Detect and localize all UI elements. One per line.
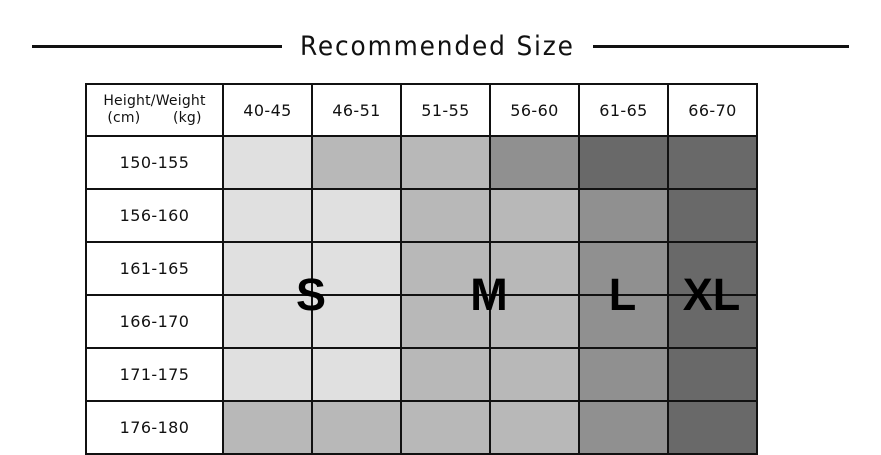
size-cell bbox=[489, 241, 580, 296]
weight-column-header: 51-55 bbox=[400, 83, 491, 137]
size-cell bbox=[578, 135, 669, 190]
size-cell bbox=[222, 294, 313, 349]
table-row: 161-165 bbox=[85, 241, 758, 296]
size-cell bbox=[311, 135, 402, 190]
size-cell bbox=[578, 241, 669, 296]
title-rule-right bbox=[592, 44, 849, 48]
size-cell bbox=[400, 241, 491, 296]
size-cell bbox=[222, 135, 313, 190]
size-cell bbox=[578, 188, 669, 243]
height-row-header: 150-155 bbox=[85, 135, 224, 190]
size-cell bbox=[222, 241, 313, 296]
height-row-header: 176-180 bbox=[85, 400, 224, 455]
size-cell bbox=[311, 188, 402, 243]
size-cell bbox=[400, 400, 491, 455]
weight-column-header: 56-60 bbox=[489, 83, 580, 137]
size-cell bbox=[489, 188, 580, 243]
page-title-bar: Recommended Size bbox=[0, 26, 881, 66]
corner-header-line-1: Height/Weight bbox=[103, 92, 206, 109]
table-row: 171-175 bbox=[85, 347, 758, 402]
table-row: 150-155 bbox=[85, 135, 758, 190]
size-cell bbox=[400, 135, 491, 190]
size-cell bbox=[400, 347, 491, 402]
size-cell bbox=[667, 241, 758, 296]
size-cell bbox=[489, 135, 580, 190]
size-cell bbox=[400, 188, 491, 243]
size-cell bbox=[222, 400, 313, 455]
size-cell bbox=[222, 188, 313, 243]
recommended-size-table: Height/Weight (cm) (kg) 40-45 46-51 51-5… bbox=[85, 83, 758, 455]
size-cell bbox=[578, 400, 669, 455]
table-row: 156-160 bbox=[85, 188, 758, 243]
page-title: Recommended Size bbox=[300, 30, 575, 62]
size-chart-container: Height/Weight (cm) (kg) 40-45 46-51 51-5… bbox=[85, 83, 758, 455]
size-cell bbox=[489, 294, 580, 349]
size-cell bbox=[311, 241, 402, 296]
weight-column-header: 46-51 bbox=[311, 83, 402, 137]
table-row: 176-180 bbox=[85, 400, 758, 455]
size-cell bbox=[578, 347, 669, 402]
size-cell bbox=[311, 400, 402, 455]
size-cell bbox=[400, 294, 491, 349]
size-cell bbox=[489, 400, 580, 455]
size-cell bbox=[311, 347, 402, 402]
size-cell bbox=[667, 135, 758, 190]
height-row-header: 171-175 bbox=[85, 347, 224, 402]
weight-column-header: 40-45 bbox=[222, 83, 313, 137]
size-cell bbox=[222, 347, 313, 402]
size-cell bbox=[667, 400, 758, 455]
size-cell bbox=[667, 188, 758, 243]
table-row: 166-170 bbox=[85, 294, 758, 349]
height-row-header: 161-165 bbox=[85, 241, 224, 296]
size-cell bbox=[489, 347, 580, 402]
weight-column-header: 66-70 bbox=[667, 83, 758, 137]
size-cell bbox=[578, 294, 669, 349]
size-cell bbox=[311, 294, 402, 349]
height-row-header: 156-160 bbox=[85, 188, 224, 243]
table-header-row: Height/Weight (cm) (kg) 40-45 46-51 51-5… bbox=[85, 83, 758, 137]
title-rule-left bbox=[32, 44, 283, 48]
corner-header-line-2: (cm) (kg) bbox=[107, 110, 202, 126]
size-cell bbox=[667, 294, 758, 349]
weight-column-header: 61-65 bbox=[578, 83, 669, 137]
corner-header-cell: Height/Weight (cm) (kg) bbox=[85, 83, 224, 137]
size-cell bbox=[667, 347, 758, 402]
height-row-header: 166-170 bbox=[85, 294, 224, 349]
table-body: 150-155 156-160 161-165 bbox=[85, 135, 758, 455]
